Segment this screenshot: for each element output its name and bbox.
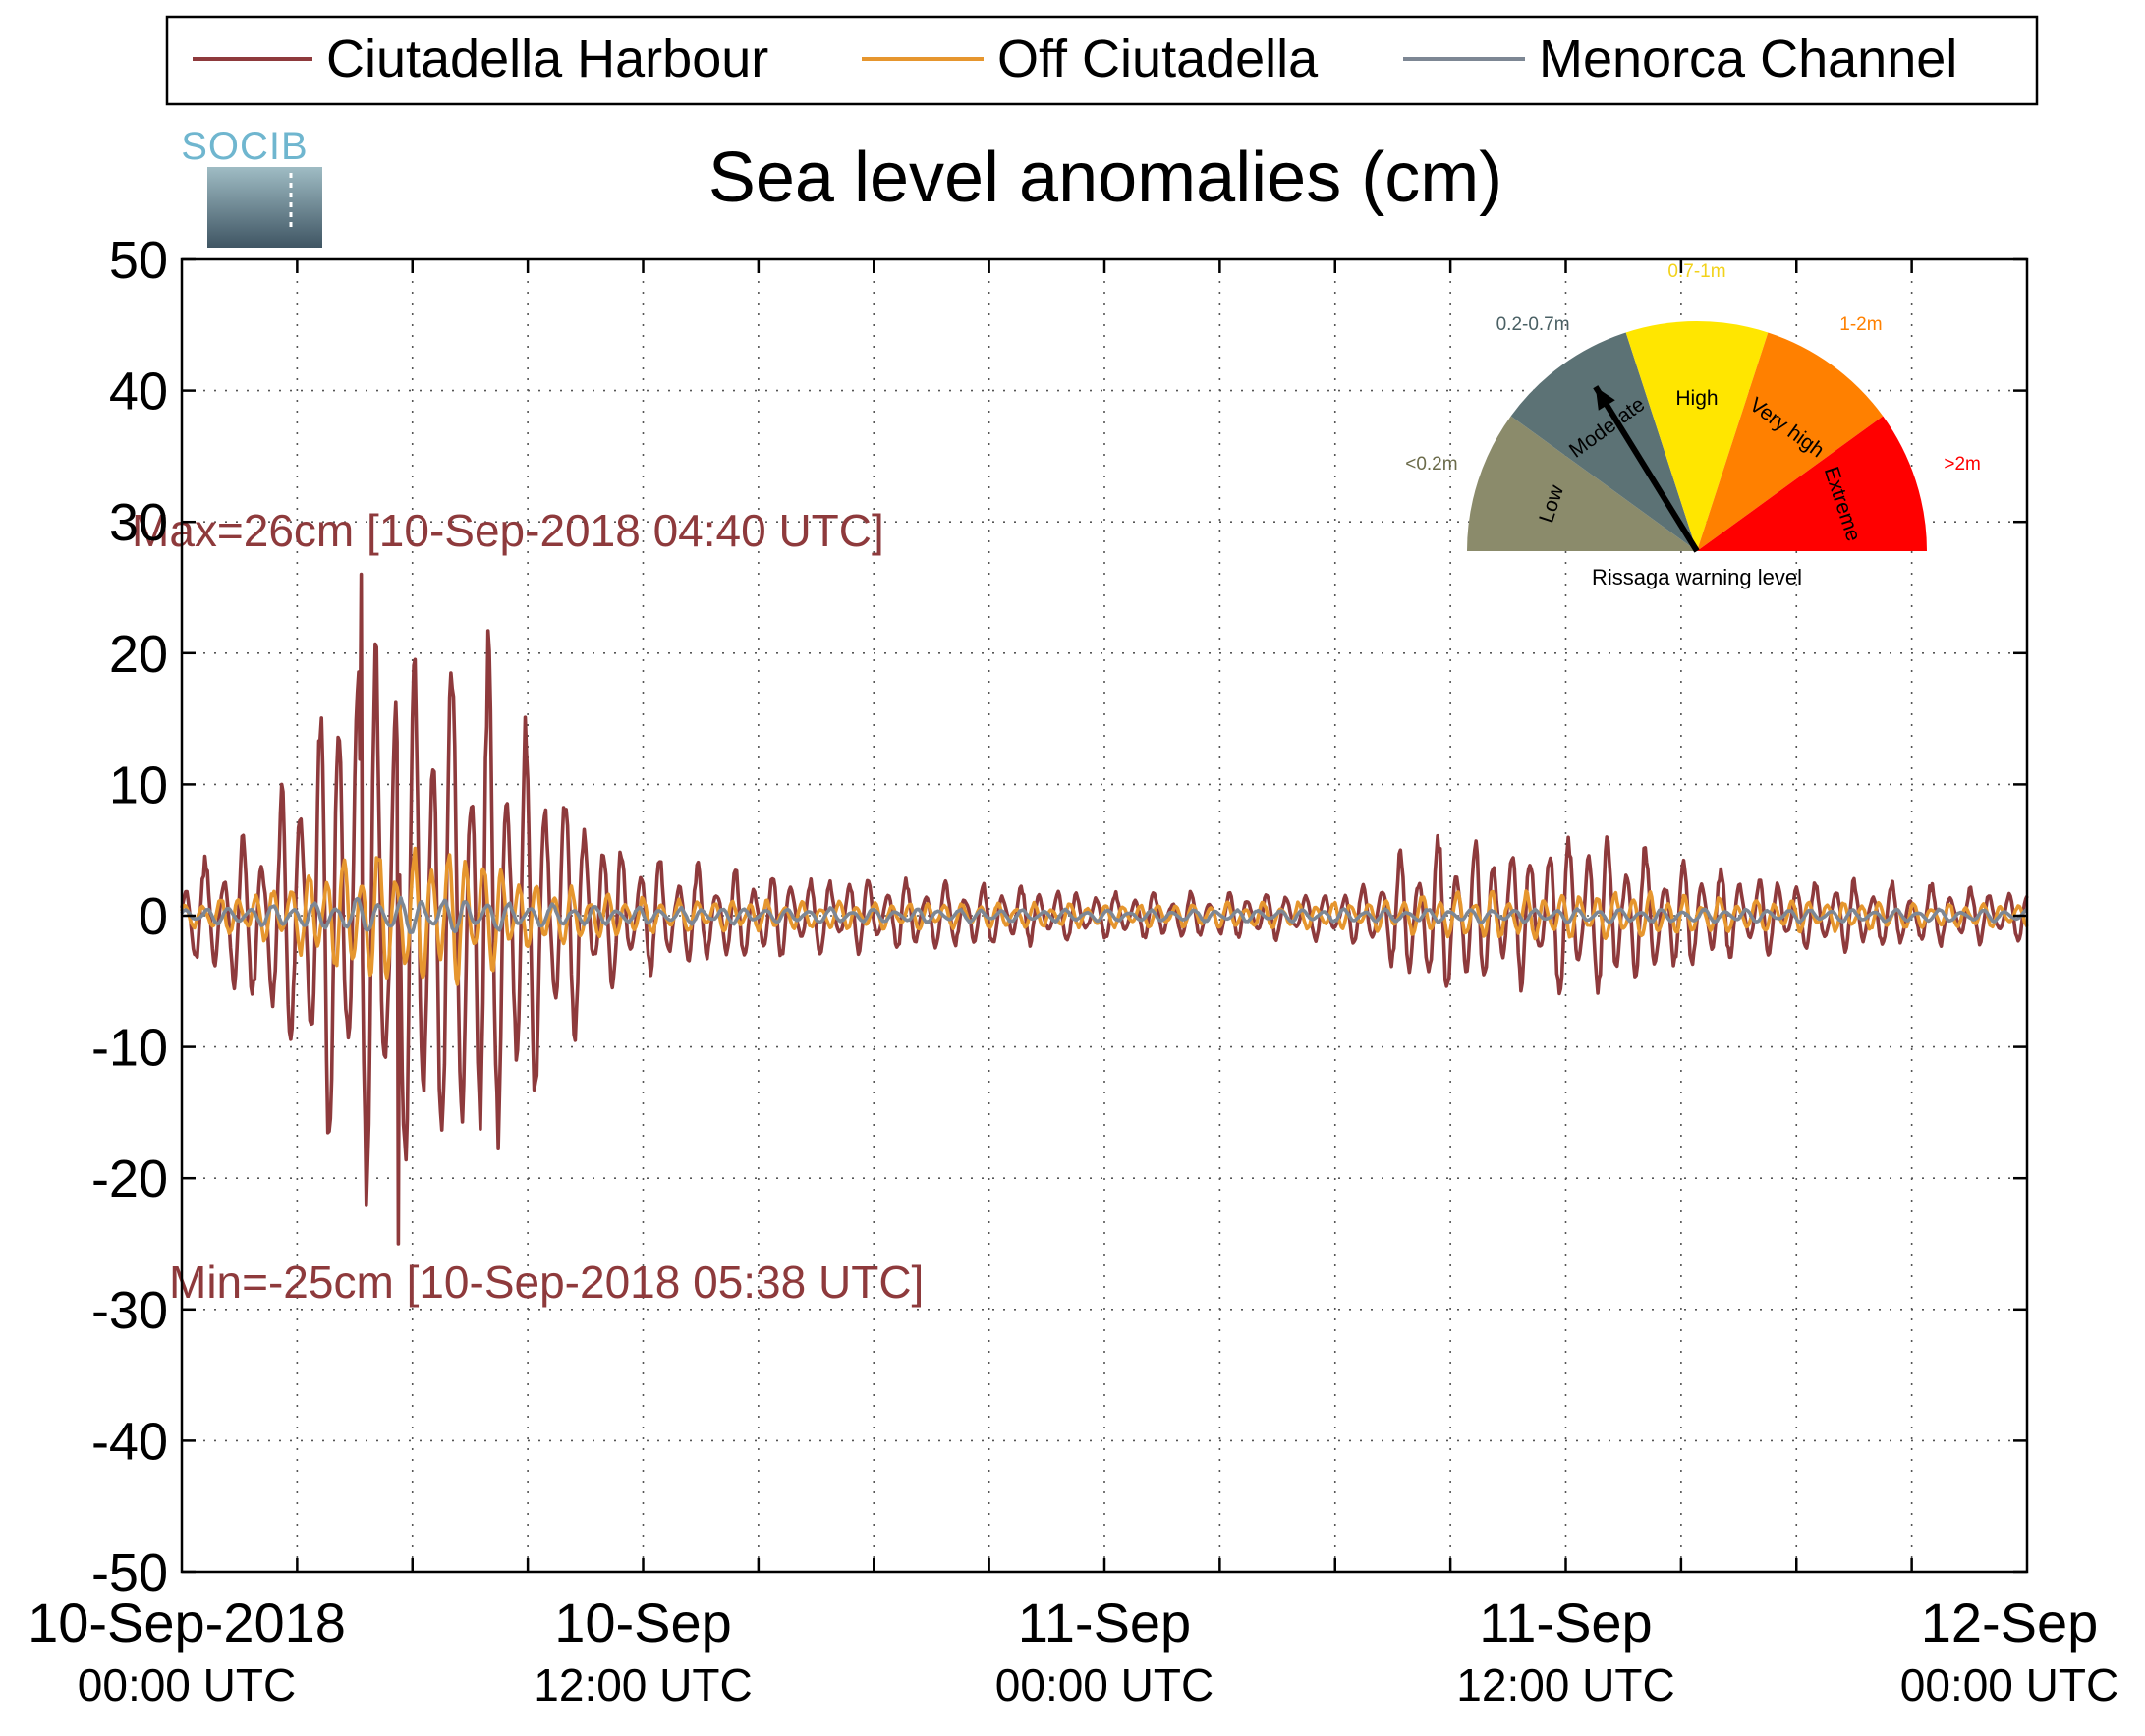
gauge-level-label: High	[1675, 387, 1718, 410]
y-tick-label: -20	[91, 1149, 168, 1208]
gauge-segment-4	[1697, 416, 1927, 551]
x-tick-label-time: 00:00 UTC	[995, 1659, 1214, 1710]
axis-ticks: -50 -40 -30 -20 -10 0 10 20 30 40 50 10-Sep-2018 00:…	[28, 231, 2118, 1710]
gauge-needle	[1593, 385, 1700, 553]
logo-text: SOCIB	[181, 125, 308, 168]
gauge-needle-head	[1595, 386, 1615, 411]
gauge-range-label: 1-2m	[1839, 314, 1882, 335]
y-tick-label: 50	[109, 231, 168, 290]
x-tick-label-date: 10-Sep	[554, 1592, 732, 1653]
x-tick-label-time: 00:00 UTC	[1900, 1659, 2118, 1710]
x-tick-label-date: 11-Sep	[1018, 1592, 1191, 1653]
max-annotation: Max=26cm [10-Sep-2018 04:40 UTC]	[132, 505, 884, 556]
legend: Ciutadella Harbour Off Ciutadella Menorca …	[165, 15, 2039, 106]
gauge-segment-0	[1467, 416, 1697, 551]
series-line-1	[180, 846, 2029, 986]
x-tick-label-time: 12:00 UTC	[534, 1659, 752, 1710]
gauge-segment-2	[1625, 321, 1769, 551]
legend-label-0: Ciutadella Harbour	[326, 29, 768, 88]
logo-block	[207, 167, 322, 248]
min-annotation: Min=-25cm [10-Sep-2018 05:38 UTC]	[169, 1257, 924, 1308]
y-tick-label: -30	[91, 1281, 168, 1340]
gauge-segment-1	[1510, 332, 1697, 551]
legend-label-2: Menorca Channel	[1539, 29, 1957, 88]
socib-logo: SOCIB	[181, 125, 322, 248]
y-tick-label: -40	[91, 1412, 168, 1471]
y-tick-label: 40	[109, 363, 168, 421]
gauge-range-label: >2m	[1944, 454, 1981, 475]
x-tick-label-date: 10-Sep-2018	[28, 1592, 346, 1653]
chart-title: Sea level anomalies (cm)	[708, 139, 1502, 217]
y-tick-label: 0	[139, 887, 168, 946]
x-tick-label-time: 00:00 UTC	[78, 1659, 296, 1710]
gauge-range-label: <0.2m	[1405, 454, 1457, 475]
gauge-range-label: 0.2-0.7m	[1496, 314, 1570, 335]
legend-box	[165, 15, 2039, 106]
y-tick-label: -50	[91, 1543, 168, 1602]
x-tick-label-date: 11-Sep	[1479, 1592, 1652, 1653]
series-line-0	[180, 572, 2029, 1246]
legend-label-1: Off Ciutadella	[997, 29, 1319, 88]
x-tick-label-time: 12:00 UTC	[1456, 1659, 1674, 1710]
gauge-segment-3	[1697, 332, 1884, 551]
y-tick-label: -10	[91, 1019, 168, 1078]
gauge-range-label: 0.7-1m	[1667, 261, 1725, 282]
y-tick-label: 30	[109, 493, 168, 552]
x-tick-label-date: 12-Sep	[1921, 1592, 2099, 1653]
series-layer	[180, 572, 2029, 1246]
series-line-2	[180, 895, 2028, 934]
y-tick-label: 20	[109, 625, 168, 684]
gauge-caption: Rissaga warning level	[1592, 565, 1802, 589]
y-tick-label: 10	[109, 756, 168, 814]
